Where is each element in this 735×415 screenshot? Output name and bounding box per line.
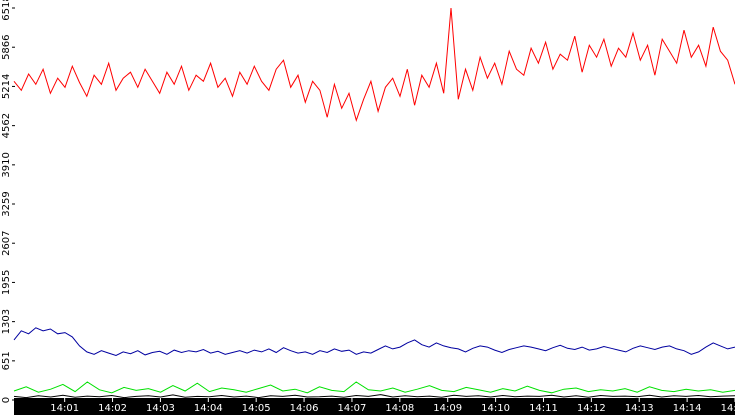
x-tick-label: 14:07 — [338, 403, 367, 414]
series-line — [13, 394, 735, 399]
x-tick-label: 14:02 — [98, 403, 127, 414]
x-tick-label: 14:10 — [481, 403, 510, 414]
y-tick-label: 651 — [1, 351, 12, 370]
y-tick-label: 4562 — [1, 113, 12, 138]
x-tick-label: 14:08 — [385, 403, 414, 414]
y-tick-label: 3910 — [1, 152, 12, 177]
x-tick-label: 14:12 — [577, 403, 606, 414]
series-line — [13, 381, 735, 394]
series-line — [13, 327, 735, 357]
x-tick-label: 14:15 — [721, 403, 735, 414]
x-tick-label: 14:06 — [290, 403, 319, 414]
y-tick-label: 3259 — [1, 191, 12, 216]
x-tick-label: 14:14 — [673, 403, 702, 414]
y-tick-label: 5214 — [1, 74, 12, 99]
x-tick-label: 14:11 — [529, 403, 558, 414]
y-tick-label: 1303 — [1, 309, 12, 334]
y-tick-label: 0 — [1, 397, 12, 403]
x-tick-label: 14:01 — [50, 403, 79, 414]
y-tick-label: 6518 — [1, 0, 12, 21]
y-tick-label: 1955 — [1, 270, 12, 295]
x-tick-label: 14:13 — [625, 403, 654, 414]
x-tick-label: 14:05 — [242, 403, 271, 414]
x-tick-label: 14:09 — [433, 403, 462, 414]
x-axis-bar — [14, 398, 735, 415]
x-tick-label: 14:03 — [146, 403, 175, 414]
series-line — [13, 7, 735, 122]
y-tick-label: 2607 — [1, 230, 12, 255]
x-tick-label: 14:04 — [194, 403, 223, 414]
y-tick-label: 5866 — [1, 34, 12, 59]
